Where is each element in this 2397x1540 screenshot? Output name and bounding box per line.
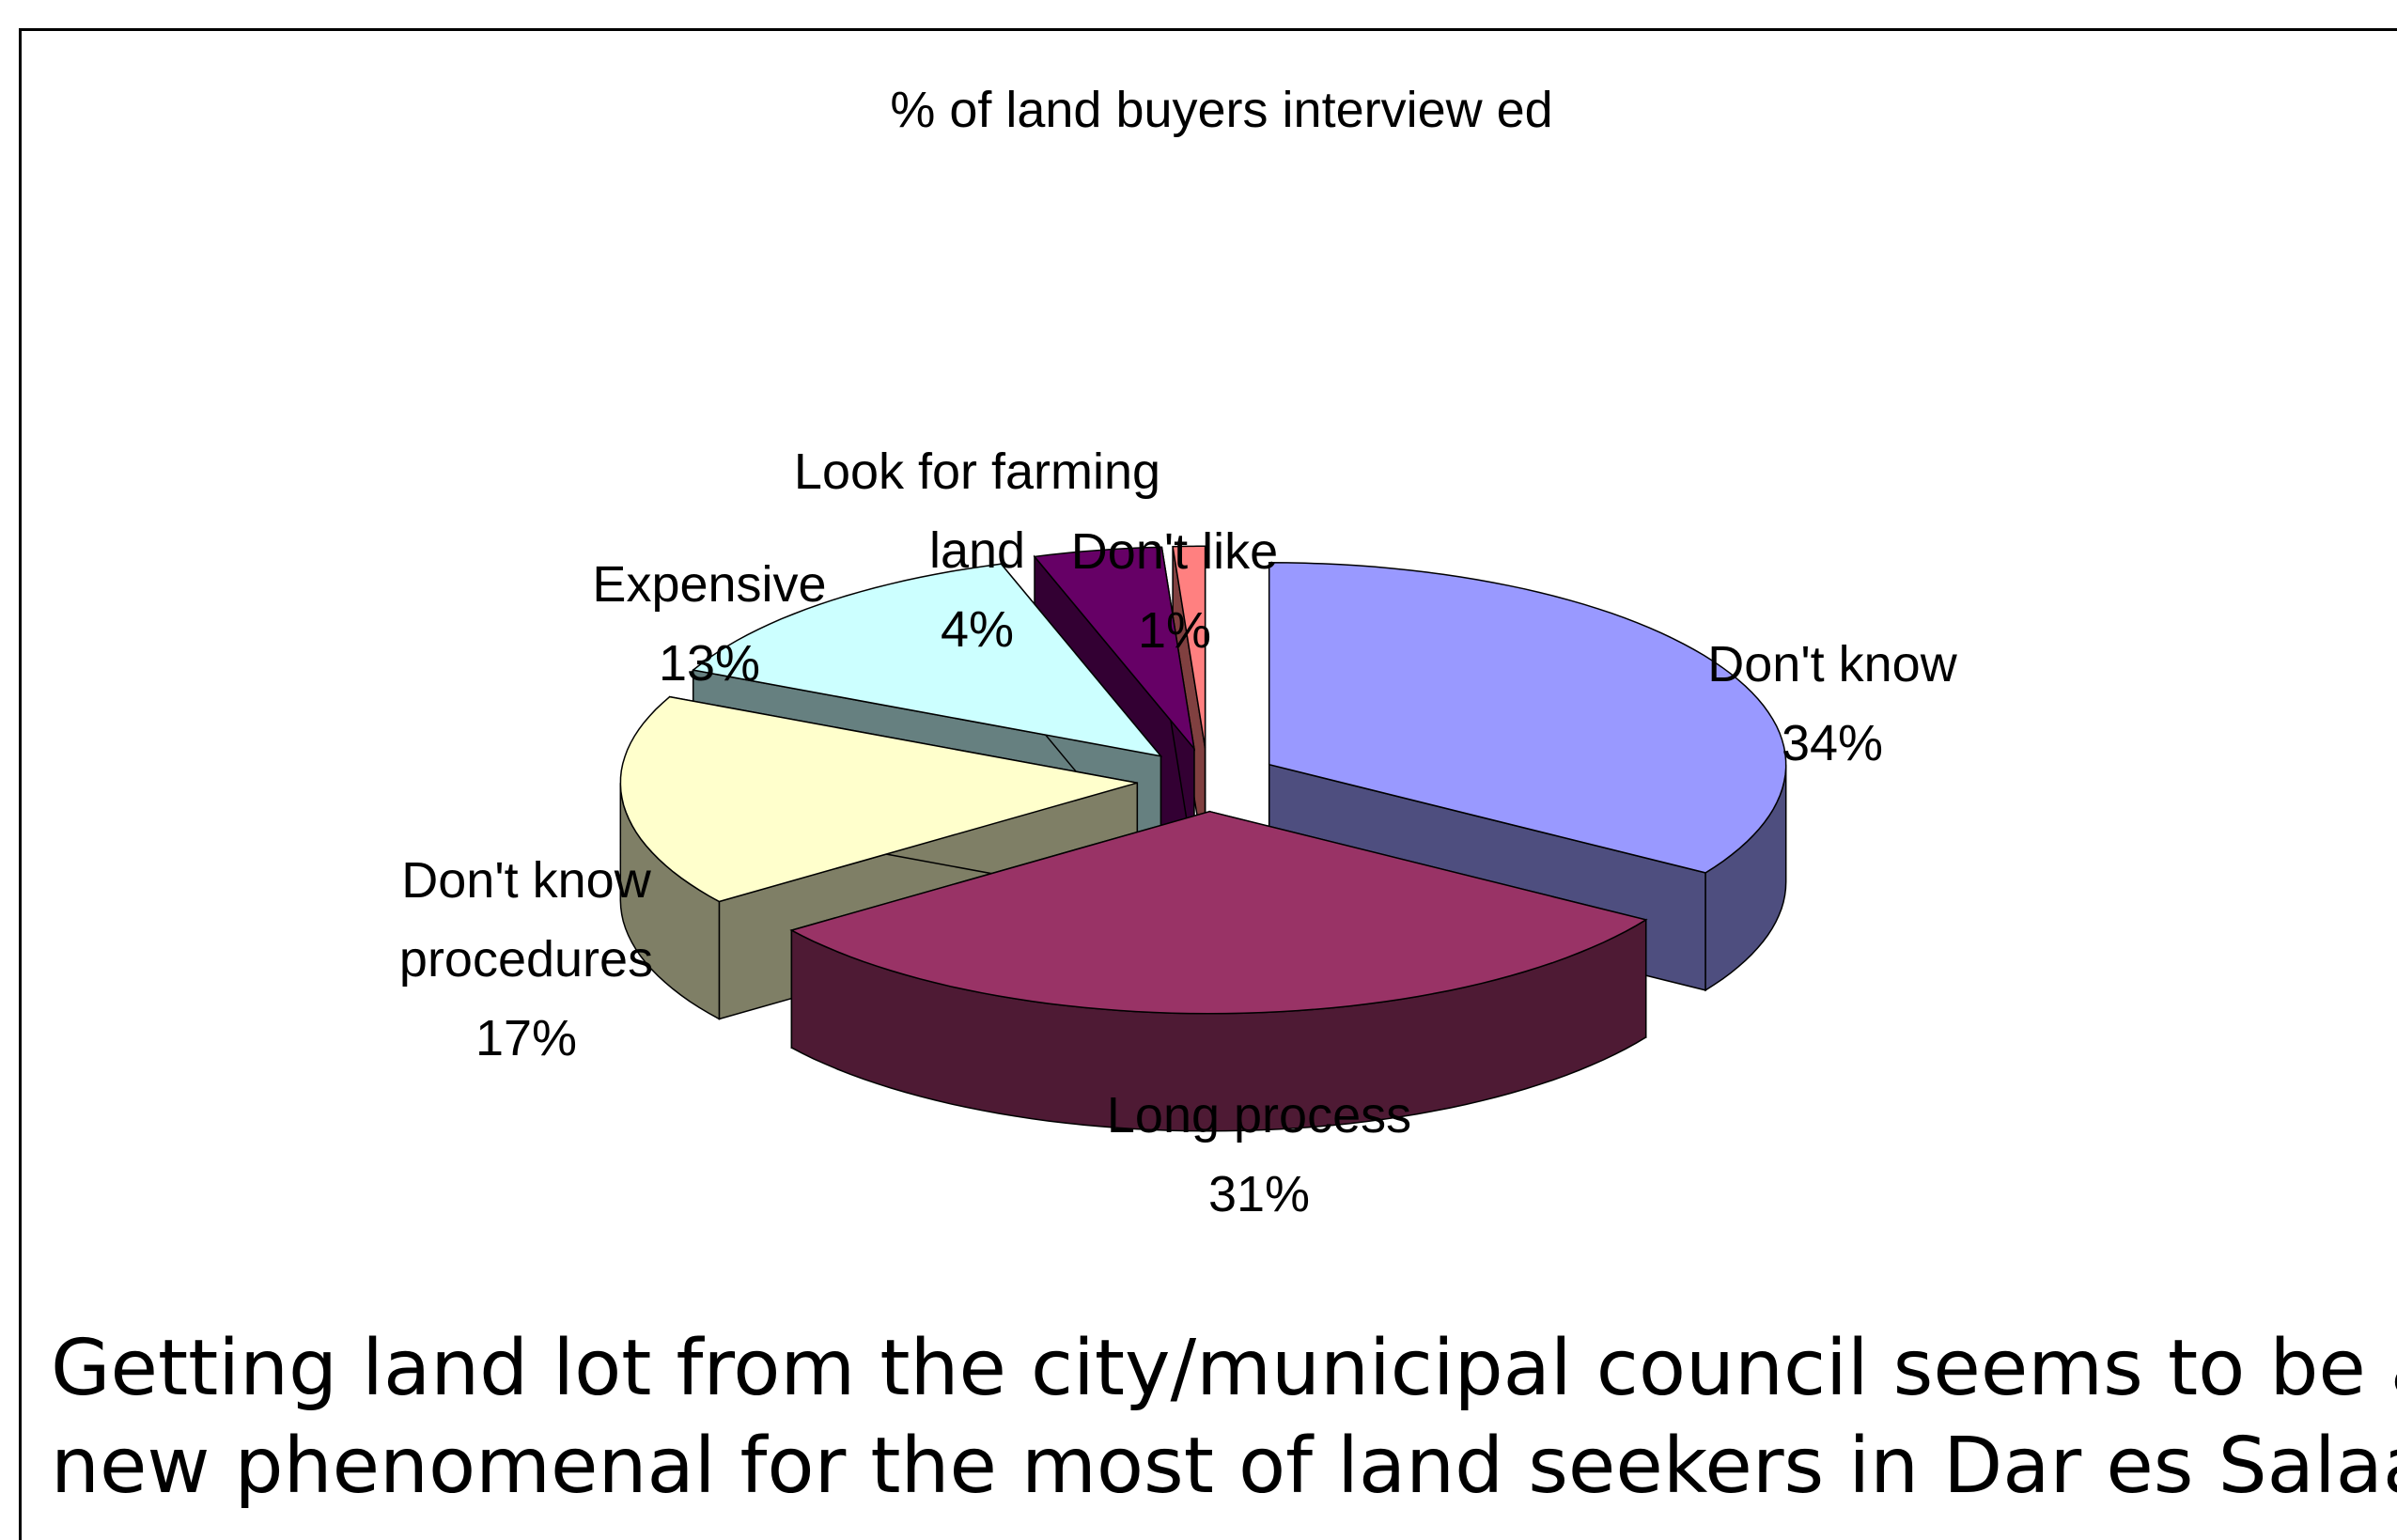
slice-percent: 1% xyxy=(1138,602,1211,659)
slice-percent: 4% xyxy=(941,601,1014,658)
slice-label: Don't know 34% xyxy=(1707,636,1957,771)
slice-top xyxy=(1033,546,1196,752)
pie-chart: % of land buyers interview ed Don't know… xyxy=(399,82,1958,1222)
slice-label: Don't know procedures 17% xyxy=(399,852,653,1066)
slice-top xyxy=(619,695,1138,903)
caption: Getting land lot from the city/municipal… xyxy=(51,1320,2397,1516)
slice-percent: 17% xyxy=(475,1010,577,1066)
chart-title: % of land buyers interview ed xyxy=(890,82,1552,138)
slice-name: procedures xyxy=(399,931,653,988)
caption-line-1: Getting land lot from the city/municipal… xyxy=(51,1324,2397,1413)
slice-name: Don't like xyxy=(1071,523,1278,580)
slice-label: Look for farming land 4% xyxy=(794,443,1160,658)
slice-top xyxy=(691,563,1163,757)
slice-label: Long process 31% xyxy=(1107,1087,1411,1222)
slice-percent: 13% xyxy=(659,635,760,692)
slice-name: Don't know xyxy=(1707,636,1957,692)
pie-slice xyxy=(789,810,1648,1132)
slice-percent: 31% xyxy=(1208,1166,1310,1222)
slice-label: Don't like 1% xyxy=(1071,523,1278,659)
chart-frame xyxy=(19,28,2397,1540)
slice-label: Expensive 13% xyxy=(592,556,826,692)
slice-name: land xyxy=(929,522,1025,579)
slice-name: Look for farming xyxy=(794,443,1160,500)
slice-top xyxy=(1268,561,1787,874)
slice-top xyxy=(1172,545,1206,749)
slice-name: Long process xyxy=(1107,1087,1411,1143)
slice-name: Expensive xyxy=(592,556,826,613)
slice-name: Don't know xyxy=(401,852,651,909)
slice-top xyxy=(789,810,1648,1015)
pie-slice xyxy=(1172,545,1206,866)
slice-percent: 34% xyxy=(1782,715,1883,771)
caption-line-2: new phenomenal for the most of land seek… xyxy=(51,1422,2397,1511)
